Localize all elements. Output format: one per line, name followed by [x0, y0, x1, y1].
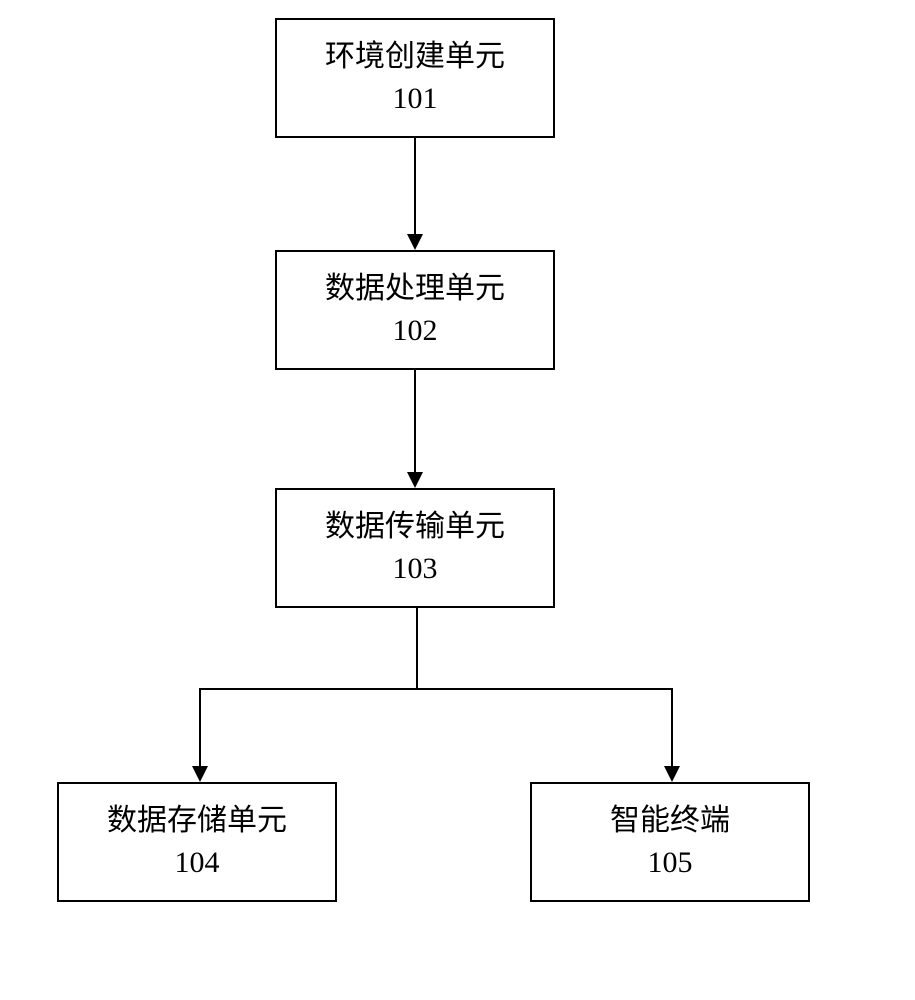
- node-number: 101: [393, 78, 438, 120]
- edge-line: [671, 688, 673, 766]
- arrow-head-icon: [407, 472, 423, 488]
- edge-line: [414, 138, 416, 234]
- arrow-head-icon: [664, 766, 680, 782]
- node-title: 环境创建单元: [325, 36, 505, 78]
- arrow-head-icon: [407, 234, 423, 250]
- arrow-head-icon: [192, 766, 208, 782]
- node-title: 数据存储单元: [107, 800, 287, 842]
- node-title: 数据传输单元: [325, 506, 505, 548]
- node-data-processing: 数据处理单元 102: [275, 250, 555, 370]
- node-smart-terminal: 智能终端 105: [530, 782, 810, 902]
- node-data-transmission: 数据传输单元 103: [275, 488, 555, 608]
- node-number: 103: [393, 548, 438, 590]
- edge-line: [199, 688, 673, 690]
- edge-line: [199, 688, 201, 766]
- node-number: 102: [393, 310, 438, 352]
- node-data-storage: 数据存储单元 104: [57, 782, 337, 902]
- edge-line: [416, 608, 418, 690]
- node-number: 104: [175, 842, 220, 884]
- node-title: 智能终端: [610, 800, 730, 842]
- node-environment-create: 环境创建单元 101: [275, 18, 555, 138]
- node-number: 105: [648, 842, 693, 884]
- edge-line: [414, 370, 416, 472]
- node-title: 数据处理单元: [325, 268, 505, 310]
